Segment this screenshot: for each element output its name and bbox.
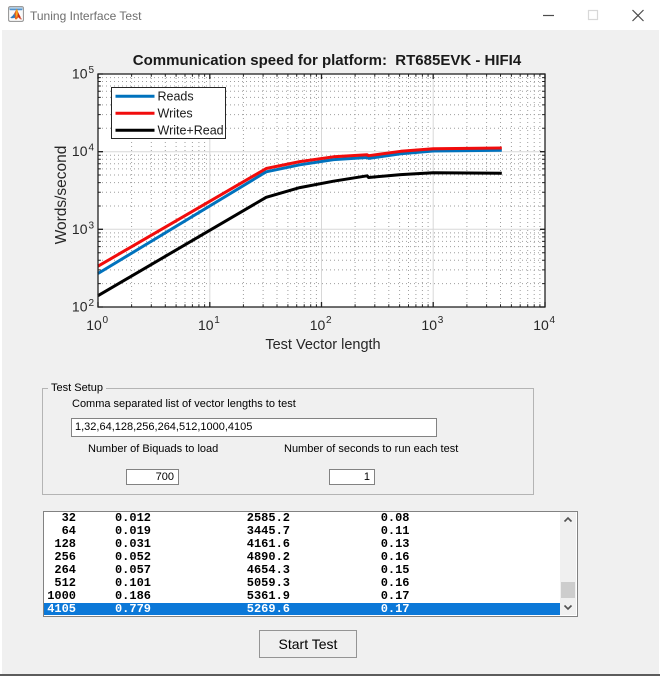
svg-text:0: 0 bbox=[103, 315, 109, 326]
svg-text:5: 5 bbox=[89, 65, 95, 76]
svg-text:10: 10 bbox=[533, 317, 549, 333]
svg-text:Test Vector length: Test Vector length bbox=[265, 337, 380, 353]
svg-text:10: 10 bbox=[72, 66, 88, 82]
svg-text:10: 10 bbox=[72, 221, 88, 237]
svg-text:2: 2 bbox=[89, 298, 95, 309]
svg-text:Communication speed for platfo: Communication speed for platform: RT685E… bbox=[133, 52, 522, 69]
svg-text:Writes: Writes bbox=[158, 106, 193, 120]
svg-text:10: 10 bbox=[86, 317, 102, 333]
svg-text:10: 10 bbox=[198, 317, 214, 333]
svg-text:1: 1 bbox=[214, 315, 220, 326]
svg-text:4: 4 bbox=[550, 315, 556, 326]
svg-text:10: 10 bbox=[72, 143, 88, 159]
svg-text:10: 10 bbox=[421, 317, 437, 333]
svg-text:Words/second: Words/second bbox=[53, 146, 70, 245]
svg-text:3: 3 bbox=[438, 315, 444, 326]
svg-text:3: 3 bbox=[89, 220, 95, 231]
svg-text:10: 10 bbox=[310, 317, 326, 333]
svg-text:Write+Read: Write+Read bbox=[158, 123, 224, 137]
svg-text:2: 2 bbox=[326, 315, 332, 326]
svg-text:4: 4 bbox=[89, 143, 95, 154]
svg-text:10: 10 bbox=[72, 299, 88, 315]
svg-text:Reads: Reads bbox=[158, 89, 194, 103]
